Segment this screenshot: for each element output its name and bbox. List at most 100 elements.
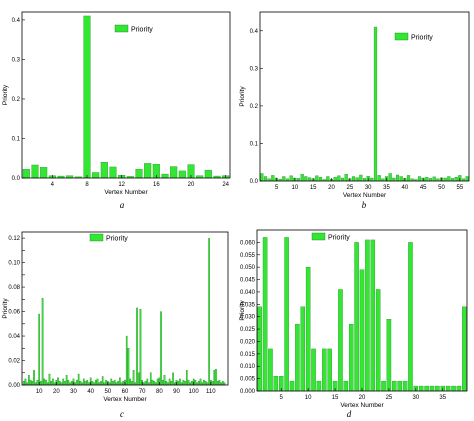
y-tick-label-c-6: 0.06 (8, 310, 20, 316)
y-tick-label-b-4: 0.4 (250, 29, 259, 35)
bar-a-8 (83, 15, 91, 179)
bar-b-23 (340, 177, 345, 182)
bar-b-22 (337, 175, 341, 182)
x-tick-label-c-3: 40 (87, 389, 94, 395)
bar-c-69 (139, 308, 142, 386)
bar-d-14 (327, 348, 332, 392)
x-tick-label-b-4: 25 (346, 185, 353, 191)
bar-c-106 (203, 379, 205, 386)
bar-c-79 (156, 378, 159, 386)
x-tick-label-a-1: 8 (85, 182, 89, 188)
bar-c-67 (136, 307, 138, 386)
x-tick-label-b-1: 10 (291, 185, 298, 191)
bar-b-4 (271, 175, 275, 182)
bar-c-68 (137, 372, 140, 386)
bar-d-38 (456, 385, 462, 392)
bar-c-17 (50, 381, 52, 386)
x-axis-title-c: Vertex Number (103, 396, 147, 403)
x-tick-label-c-8: 90 (173, 389, 180, 395)
x-tick-label-b-0: 5 (275, 185, 279, 191)
x-tick-label-b-2: 15 (310, 185, 317, 191)
bar-c-59 (122, 381, 125, 386)
legend-swatch-a (114, 24, 129, 33)
y-tick-label-c-4: 0.04 (8, 334, 20, 340)
bar-a-19 (178, 170, 186, 179)
y-tick-label-d-6: 0.030 (240, 315, 256, 321)
x-tick-label-b-9: 50 (438, 185, 445, 191)
x-tick-label-b-10: 55 (456, 185, 463, 191)
bar-d-24 (381, 380, 386, 392)
bar-b-37 (392, 177, 396, 182)
bar-c-43 (95, 379, 97, 386)
bar-b-54 (454, 177, 458, 182)
legend-label-b: Priority (411, 35, 433, 42)
bar-c-104 (199, 378, 202, 386)
bar-c-117 (222, 381, 224, 386)
x-tick-label-c-9: 100 (189, 389, 200, 395)
bar-c-11 (40, 381, 42, 386)
x-tick-label-d-3: 20 (359, 395, 366, 401)
bar-c-46 (100, 381, 102, 386)
y-tick-label-c-12: 0.12 (8, 236, 20, 242)
x-tick-label-d-6: 35 (439, 395, 446, 401)
chart-c: 0.00 0.02 0.04 0.06 0.08 0.10 0.12 10 20 30 40 50 60… (2, 231, 229, 403)
bar-d-37 (451, 385, 456, 392)
bar-b-7 (282, 176, 286, 182)
bar-d-20 (359, 269, 365, 392)
x-tick-label-d-5: 30 (413, 395, 420, 401)
bar-c-84 (165, 381, 168, 386)
bar-c-109 (208, 237, 210, 386)
bar-d-28 (402, 380, 408, 392)
bar-c-12 (41, 297, 44, 386)
y-tick-label-d-3: 0.015 (240, 352, 256, 358)
bar-d-18 (348, 323, 354, 392)
bar-c-37 (84, 381, 87, 386)
bar-c-52 (110, 378, 113, 386)
bar-c-54 (113, 379, 116, 386)
chart-b: 0.0 0.1 0.2 0.3 0.4 5 10 15 20 25 30 35 40 45 50 55 Vert… (239, 11, 470, 199)
y-tick-label-c-0: 0.00 (8, 383, 20, 389)
y-tick-label-b-1: 0.1 (250, 141, 259, 147)
bar-c-96 (185, 370, 188, 386)
bar-b-14 (307, 177, 312, 182)
bar-c-86 (168, 378, 171, 386)
y-tick-label-a-1: 0.1 (12, 136, 21, 142)
bar-d-32 (424, 385, 429, 392)
bar-a-11 (109, 166, 117, 179)
bar-c-76 (151, 379, 154, 386)
bar-c-103 (197, 381, 200, 386)
bar-b-38 (395, 174, 400, 182)
bar-b-57 (465, 176, 469, 182)
bar-c-14 (45, 379, 47, 386)
bar-a-9 (92, 172, 100, 179)
bar-d-11 (311, 348, 316, 392)
y-tick-label-d-11: 0.055 (240, 253, 256, 259)
y-axis-title-d: Priority (239, 300, 246, 321)
bar-c-22 (58, 381, 61, 386)
bar-d-13 (322, 348, 327, 392)
bar-d-26 (392, 380, 397, 392)
x-tick-label-c-4: 50 (104, 389, 111, 395)
bar-c-94 (182, 379, 185, 386)
bar-b-12 (300, 174, 304, 182)
bar-c-87 (170, 381, 173, 386)
bar-d-22 (370, 239, 376, 392)
bar-d-7 (289, 380, 295, 392)
bar-d-2 (262, 237, 268, 392)
bar-a-14 (135, 169, 143, 179)
bar-b-31 (370, 177, 374, 182)
x-tick-label-c-7: 80 (156, 389, 163, 395)
y-tick-label-d-8: 0.040 (240, 290, 256, 296)
bar-b-21 (333, 177, 337, 182)
bar-c-21 (57, 377, 59, 386)
bar-c-65 (132, 370, 135, 386)
y-tick-label-d-12: 0.060 (240, 240, 256, 246)
bar-c-61 (125, 335, 128, 386)
bar-d-4 (273, 375, 279, 392)
y-tick-label-d-7: 0.035 (240, 302, 256, 308)
bar-b-44 (417, 176, 422, 182)
bar-c-88 (172, 372, 174, 386)
bar-d-8 (295, 323, 300, 392)
bar-d-31 (418, 385, 424, 392)
bar-d-27 (397, 380, 402, 392)
